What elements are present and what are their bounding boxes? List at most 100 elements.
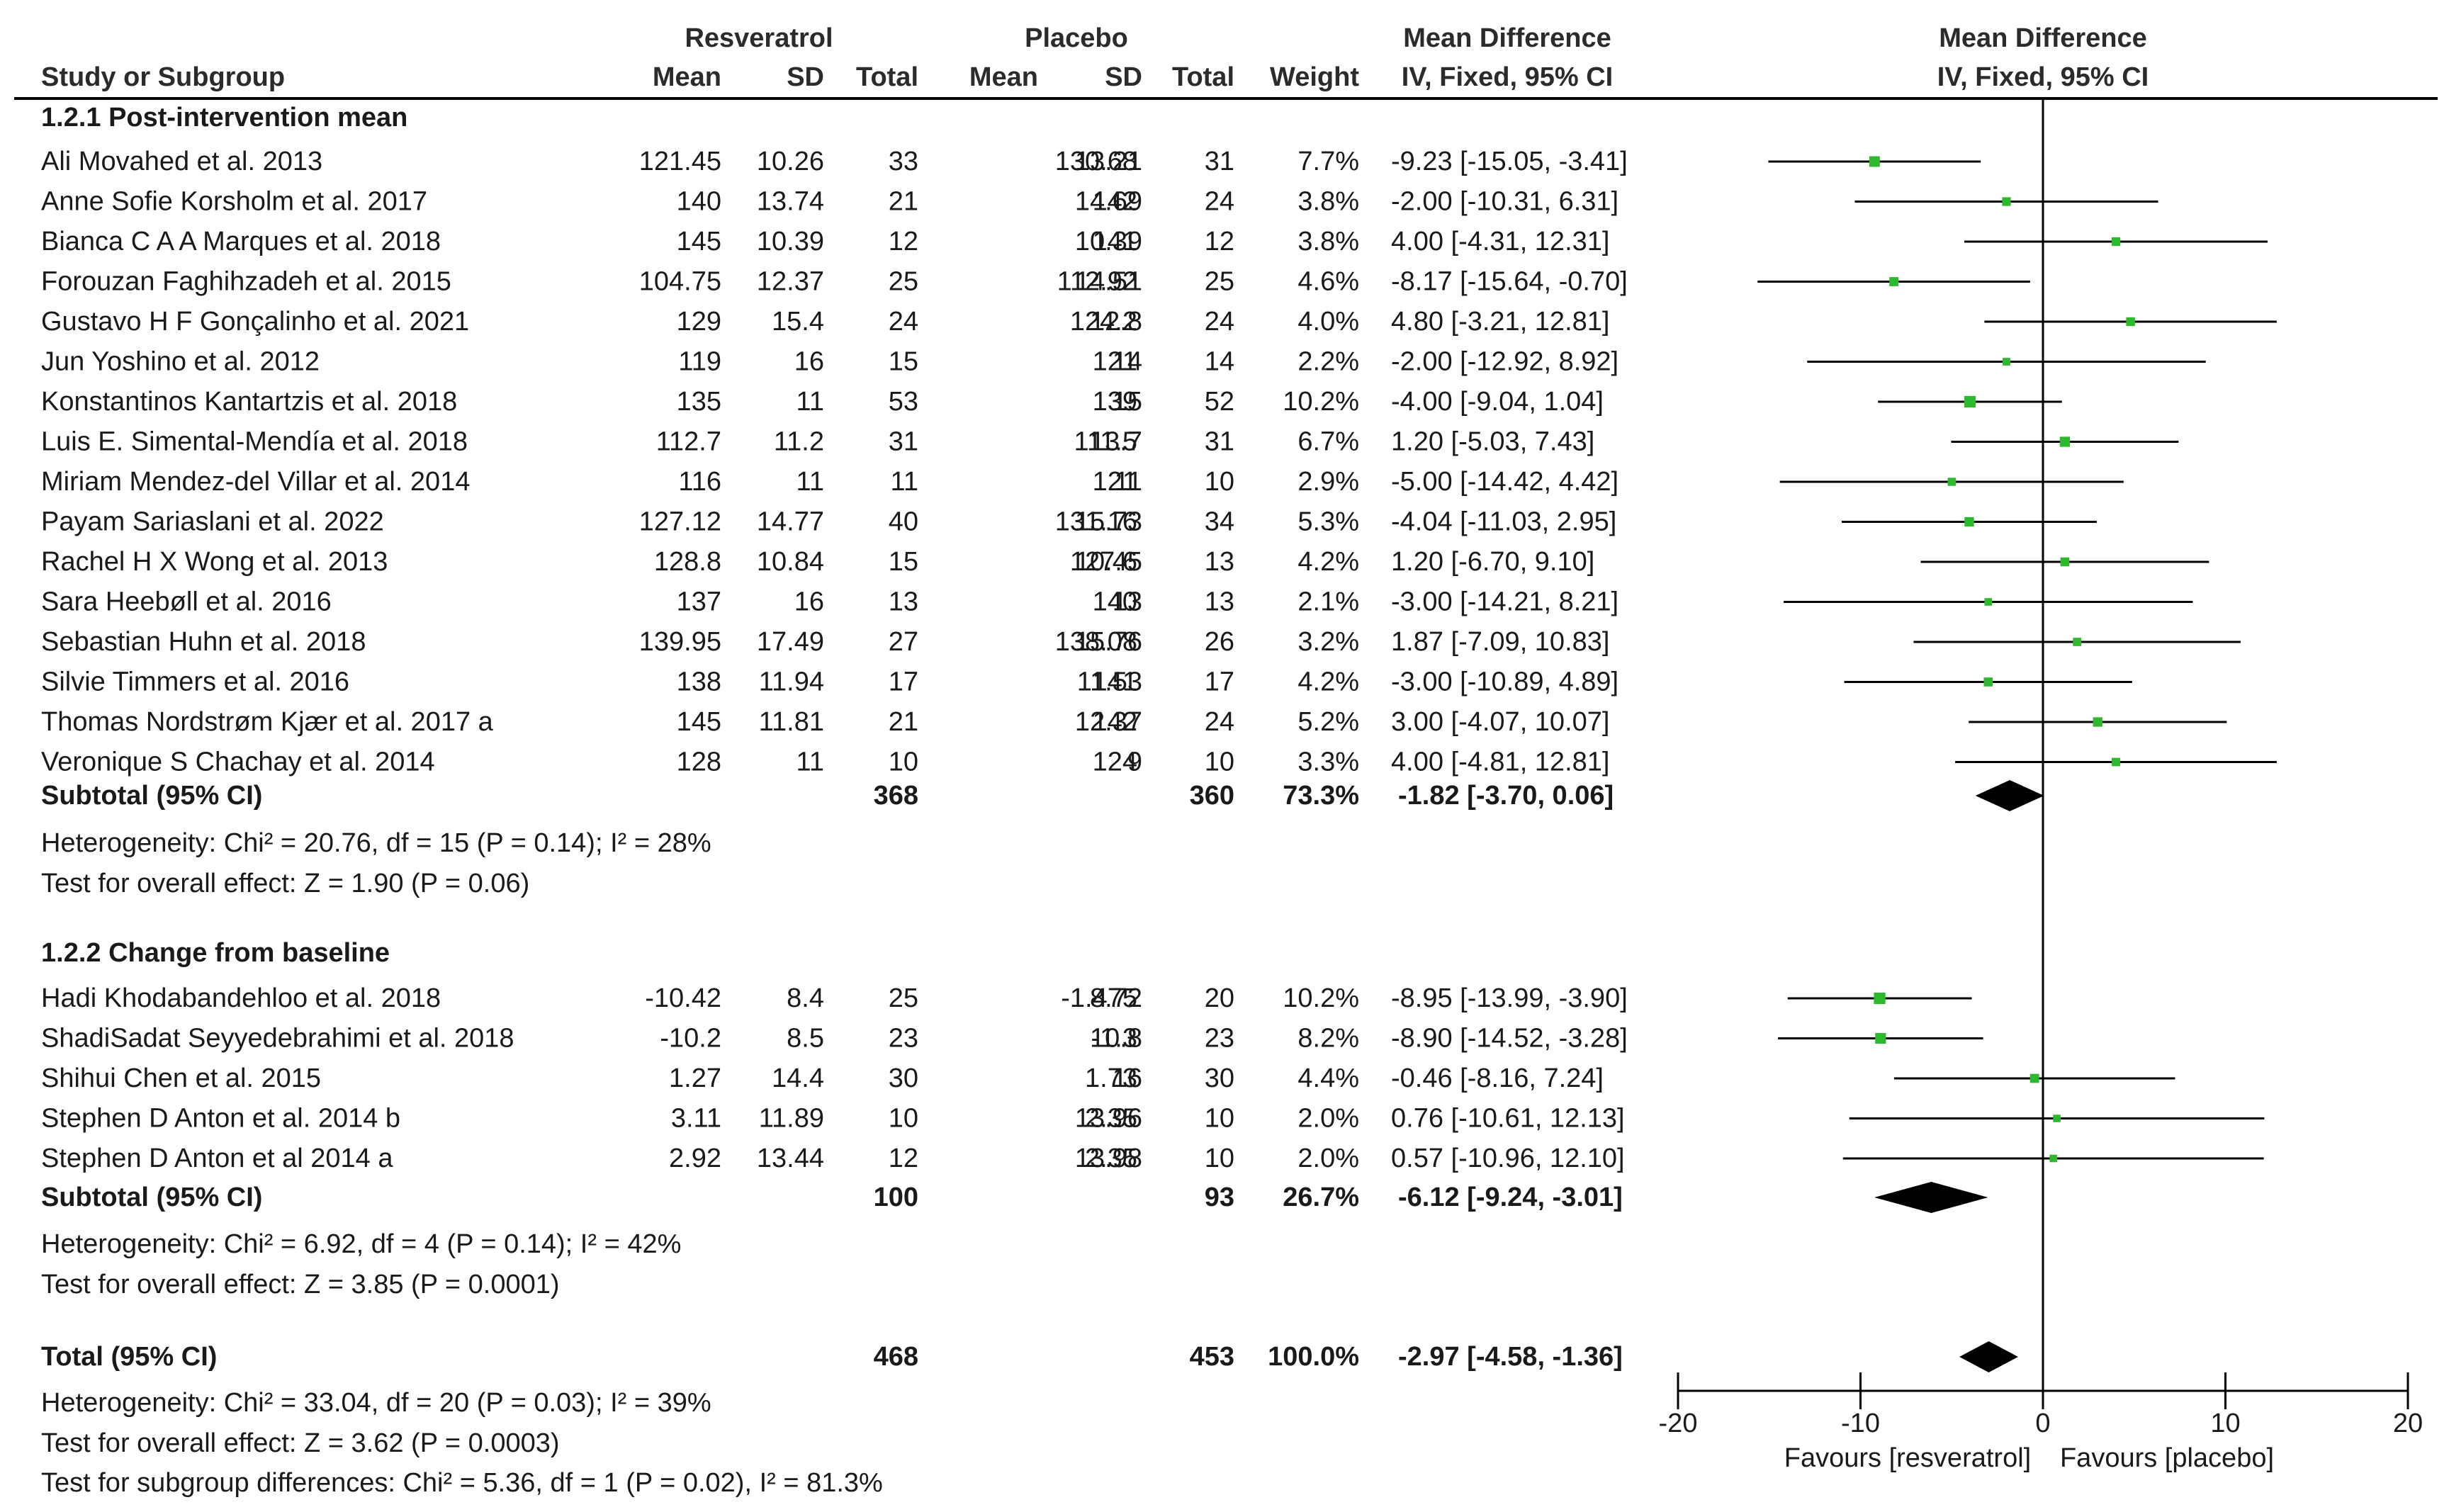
study-weight: 2.9% [1297,467,1359,497]
effect-square [2112,757,2120,767]
header-md-table: Mean Difference [1403,23,1611,53]
study-weight: 6.7% [1297,427,1359,457]
study-sd-1: 10.26 [757,147,824,176]
study-mean-1: 135 [677,387,721,417]
study-ci: -3.00 [-14.21, 8.21] [1391,587,1618,617]
study-mean-1: 127.12 [639,507,721,537]
study-sd-2: 15.76 [1075,627,1142,657]
study-total-2: 26 [1205,627,1234,657]
total-total-1: 468 [874,1342,918,1372]
subgroup-differences: Test for subgroup differences: Chi² = 5.… [41,1468,883,1498]
study-total-1: 53 [889,387,918,417]
study-sd-1: 13.44 [757,1144,824,1173]
effect-square [1984,598,1993,606]
study-ci: 1.20 [-5.03, 7.43] [1391,427,1594,457]
subtotal-1-diamond [1975,780,2044,811]
study-ci: -8.17 [-15.64, -0.70] [1391,267,1628,297]
study-name: Gustavo H F Gonçalinho et al. 2021 [41,307,469,337]
study-mean-2: 142 [1093,707,1137,737]
study-weight: 3.2% [1297,627,1359,657]
study-sd-1: 15.4 [772,307,824,337]
study-sd-1: 12.37 [757,267,824,297]
study-mean-2: -1.3 [1091,1024,1137,1054]
subtotal-2-ci: -6.12 [-9.24, -3.01] [1398,1183,1623,1212]
study-total-1: 15 [889,547,918,577]
heterogeneity-1: Heterogeneity: Chi² = 20.76, df = 15 (P … [41,828,711,858]
study-sd-2: 15 [1113,387,1142,417]
study-mean-2: 141 [1093,227,1137,256]
study-total-1: 31 [889,427,918,457]
effect-square [2002,197,2011,206]
study-total-2: 20 [1205,983,1234,1013]
study-sd-2: 10.39 [1075,227,1142,256]
header-study: Study or Subgroup [41,62,285,92]
study-weight: 10.2% [1283,983,1359,1013]
header-md-table-sub: IV, Fixed, 95% CI [1402,62,1614,92]
study-total-1: 12 [889,227,918,256]
study-sd-2: 10.8 [1090,1024,1142,1054]
study-mean-1: 145 [677,227,721,256]
study-name: Veronique S Chachay et al. 2014 [41,747,435,777]
study-total-1: 24 [889,307,918,337]
effect-square [1947,478,1956,486]
study-sd-2: 11 [1115,467,1142,497]
header-total-2: Total [1172,62,1234,92]
study-ci: 4.80 [-3.21, 12.81] [1391,307,1609,337]
study-name: Sebastian Huhn et al. 2018 [41,627,366,657]
study-total-1: 13 [889,587,918,617]
favours-left: Favours [resveratrol] [1784,1443,2031,1473]
study-mean-1: 139.95 [639,627,721,657]
study-mean-2: 131.16 [1055,507,1137,537]
study-total-1: 12 [889,1144,918,1173]
study-mean-2: 121 [1093,467,1137,497]
header-mean-1: Mean [653,62,721,92]
study-total-2: 24 [1205,187,1234,217]
study-ci: 1.20 [-6.70, 9.10] [1391,547,1594,577]
total-label: Total (95% CI) [41,1342,217,1372]
study-mean-2: 2.35 [1085,1144,1137,1173]
study-ci: -3.00 [-10.89, 4.89] [1391,667,1618,697]
study-total-2: 10 [1205,747,1234,777]
effect-square [1869,156,1880,167]
study-sd-1: 8.5 [787,1024,824,1054]
study-name: Luis E. Simental-Mendía et al. 2018 [41,427,468,457]
overall-effect-1: Test for overall effect: Z = 1.90 (P = 0… [41,869,529,898]
effect-square [1875,1032,1886,1044]
study-mean-1: 119 [678,347,721,377]
study-sd-2: 11.53 [1077,667,1142,697]
effect-square [2059,436,2071,447]
study-sd-1: 16 [794,347,824,377]
study-mean-2: 2.35 [1085,1104,1137,1134]
subtotal-2-total-1: 100 [874,1183,918,1212]
study-total-1: 15 [889,347,918,377]
effect-square [1874,992,1886,1005]
study-mean-2: 121 [1093,347,1137,377]
x-tick-label: -20 [1659,1409,1698,1438]
study-sd-1: 11 [796,387,824,417]
study-name: Ali Movahed et al. 2013 [41,147,322,176]
study-sd-1: 11.94 [759,667,824,697]
study-mean-1: -10.2 [660,1024,721,1054]
x-tick-label: 0 [2035,1409,2050,1438]
study-weight: 2.2% [1297,347,1359,377]
study-sd-2: 13.7 [1090,427,1142,457]
study-sd-1: 11 [796,747,824,777]
effect-square [1983,677,1993,687]
total-heterogeneity: Heterogeneity: Chi² = 33.04, df = 20 (P … [41,1388,711,1418]
study-name: Shihui Chen et al. 2015 [41,1064,321,1093]
subtotal-1-label: Subtotal (95% CI) [41,781,262,811]
study-weight: 4.4% [1297,1064,1359,1093]
effect-square [2111,237,2121,247]
header-resveratrol: Resveratrol [685,23,833,53]
study-total-1: 21 [889,187,918,217]
study-sd-1: 11.2 [774,427,824,457]
header-sd-1: SD [787,62,824,92]
study-mean-2: 124 [1093,747,1137,777]
subgroup-title: 1.2.1 Post-intervention mean [41,103,407,132]
study-ci: -2.00 [-12.92, 8.92] [1391,347,1618,377]
study-name: Thomas Nordstrøm Kjær et al. 2017 a [41,707,494,737]
study-ci: -9.23 [-15.05, -3.41] [1391,147,1628,176]
total-ci: -2.97 [-4.58, -1.36] [1398,1342,1623,1372]
study-weight: 10.2% [1283,387,1359,417]
study-name: Miriam Mendez-del Villar et al. 2014 [41,467,470,497]
